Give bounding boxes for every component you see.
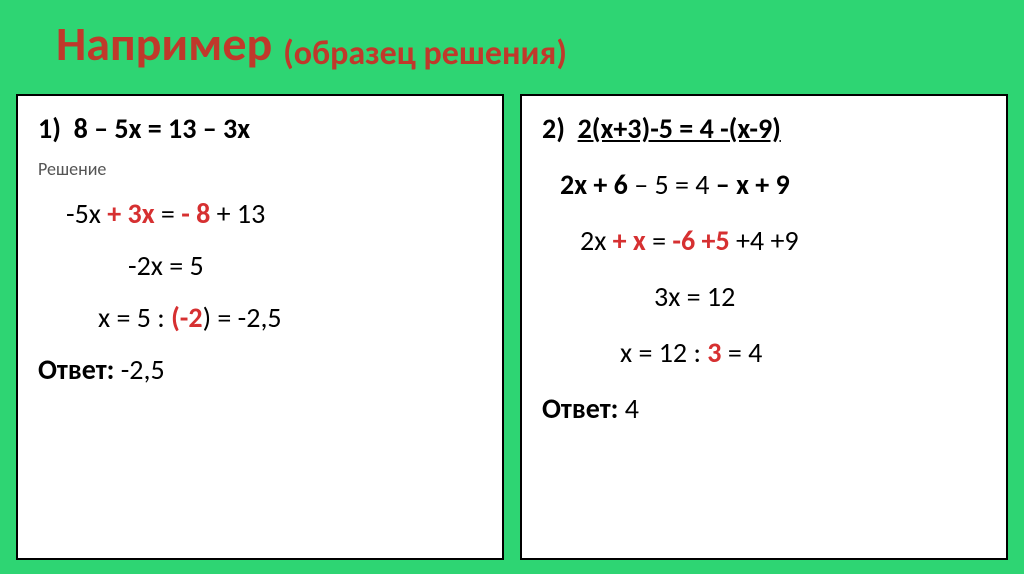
eq2-answer: Ответ: 4 [542, 388, 986, 430]
examples-row: 1) 8 – 5x = 13 – 3x Решение -5x + 3x = -… [16, 94, 1008, 560]
title-sub: (образец решения) [283, 33, 567, 74]
eq2-step2: 2x + x = -6 +5 +4 +9 [542, 220, 986, 262]
eq2-num: 2) [542, 111, 578, 146]
eq1-answer: Ответ: -2,5 [38, 349, 482, 391]
eq2-equation: 2(x+3)-5 = 4 -(x-9) [578, 111, 781, 146]
eq1-sublabel: Решение [38, 156, 482, 183]
eq1-num: 1) [38, 111, 74, 146]
eq1-equation: 8 – 5x = 13 – 3x [74, 111, 251, 146]
answer-value: 4 [625, 391, 639, 426]
eq1-step1: -5x + 3x = - 8 + 13 [38, 193, 482, 235]
answer-label: Ответ: [542, 391, 625, 426]
eq2-step4: x = 12 : 3 = 4 [542, 332, 986, 374]
example-panel-1: 1) 8 – 5x = 13 – 3x Решение -5x + 3x = -… [16, 94, 504, 560]
answer-value: -2,5 [121, 352, 165, 387]
title-main: Например [56, 14, 272, 73]
eq2-step3: 3x = 12 [542, 276, 986, 318]
eq2-header: 2) 2(x+3)-5 = 4 -(x-9) [542, 108, 986, 150]
eq2-step1: 2x + 6 – 5 = 4 – x + 9 [542, 164, 986, 206]
eq1-step3: x = 5 : (-2) = -2,5 [38, 297, 482, 339]
answer-label: Ответ: [38, 352, 121, 387]
eq1-step2: -2x = 5 [38, 245, 482, 287]
example-panel-2: 2) 2(x+3)-5 = 4 -(x-9) 2x + 6 – 5 = 4 – … [520, 94, 1008, 560]
eq1-header: 1) 8 – 5x = 13 – 3x [38, 108, 482, 150]
slide-title: Например (образец решения) [56, 14, 567, 73]
